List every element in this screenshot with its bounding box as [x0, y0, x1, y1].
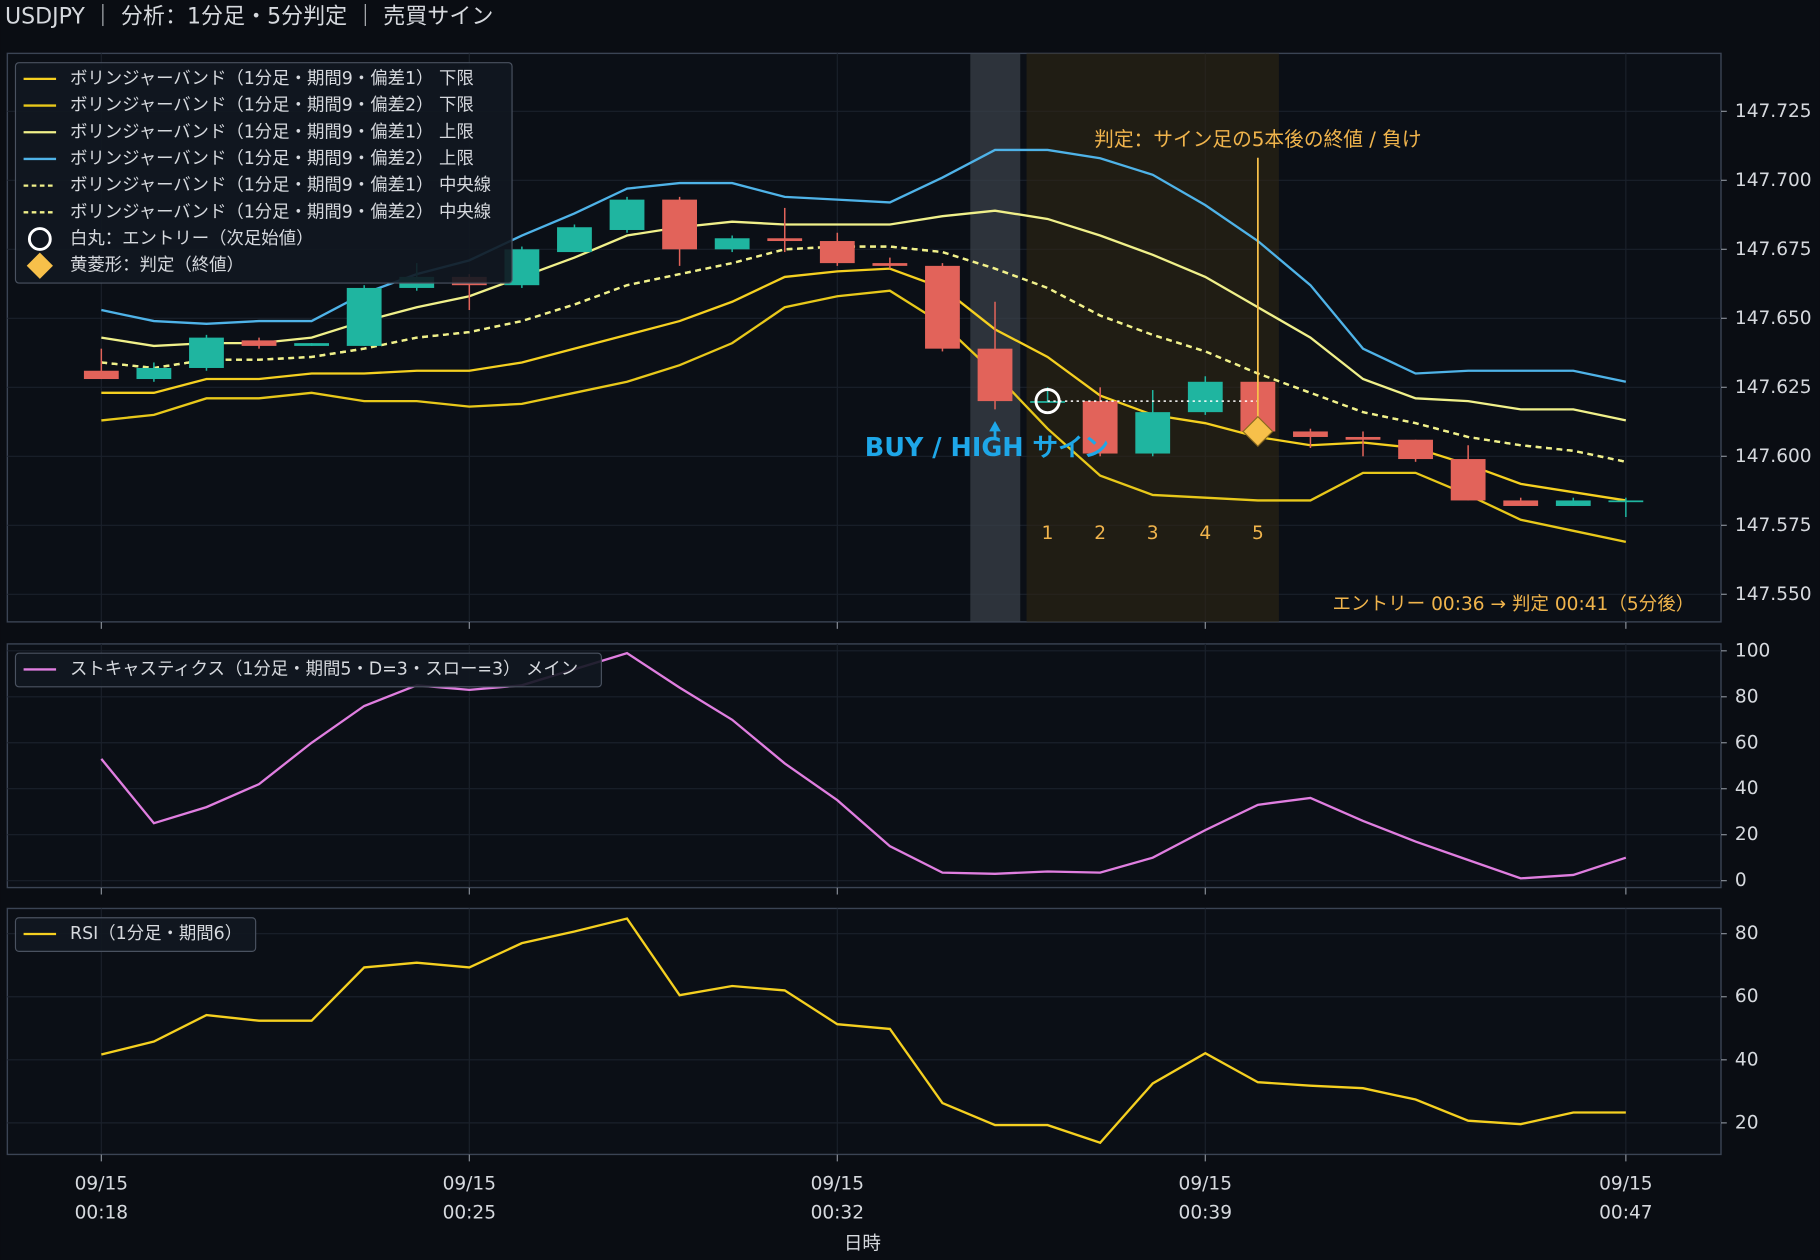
candle-body [1555, 500, 1591, 506]
count-label: 4 [1199, 523, 1211, 544]
count-label: 3 [1147, 523, 1159, 544]
legend-label: ボリンジャーバンド（1分足・期間9・偏差2） 下限 [70, 96, 474, 116]
y-tick-label: 147.550 [1735, 584, 1812, 605]
legend-label: ストキャスティクス（1分足・期間5・D=3・スロー=3） メイン [70, 659, 578, 679]
y-tick-label: 80 [1735, 686, 1759, 707]
panel [6, 907, 1722, 1156]
y-tick-label: 40 [1735, 1049, 1759, 1070]
judgment-marker [1242, 415, 1274, 448]
x-tick-label: 09/15 00:47 [1599, 1173, 1652, 1223]
legend-label: ボリンジャーバンド（1分足・期間9・偏差1） 中央線 [70, 176, 491, 196]
candle-body [136, 367, 172, 380]
y-tick-label: 60 [1735, 732, 1759, 753]
candle-body [1030, 401, 1065, 403]
legend: RSI（1分足・期間6） [14, 917, 257, 952]
candle-body [1503, 500, 1539, 506]
count-label: 5 [1252, 523, 1264, 544]
legend-label: ボリンジャーバンド（1分足・期間9・偏差1） 上限 [70, 122, 474, 142]
chart-title: USDJPY ｜ 分析：1分足・5分判定 ｜ 売買サイン [5, 4, 493, 29]
line-series [101, 267, 1627, 502]
y-tick-label: 40 [1735, 778, 1759, 799]
line-series [101, 289, 1627, 543]
legend-label: ボリンジャーバンド（1分足・期間9・偏差2） 上限 [70, 149, 474, 169]
footnote: エントリー 00:36 → 判定 00:41（5分後） [1332, 594, 1694, 615]
legend-label: 白丸：エントリー（次足始値） [70, 229, 313, 249]
y-tick-label: 100 [1735, 640, 1770, 661]
signal-label: BUY / HIGH サイン [865, 433, 1109, 463]
candle-body [1450, 459, 1486, 501]
legend-box [14, 62, 513, 284]
candle-body [714, 238, 750, 250]
candle-body [1082, 401, 1118, 454]
line-series [101, 245, 1627, 463]
x-tick-label: 09/15 00:25 [443, 1173, 496, 1223]
y-tick-label: 147.625 [1735, 377, 1812, 398]
candle-body [294, 343, 330, 346]
count-label: 2 [1094, 523, 1106, 544]
line-series [100, 651, 1627, 880]
y-tick-label: 147.675 [1735, 239, 1812, 260]
y-tick-label: 147.650 [1735, 308, 1812, 329]
legend-label: ボリンジャーバンド（1分足・期間9・偏差2） 中央線 [70, 202, 491, 222]
candle-body [662, 199, 697, 250]
candle-body [609, 199, 645, 230]
entry-marker [1034, 388, 1061, 415]
y-tick-label: 0 [1735, 870, 1747, 891]
x-tick-label: 09/15 00:39 [1179, 1173, 1232, 1223]
judgment-window [1026, 53, 1279, 622]
x-tick-label: 09/15 00:18 [75, 1173, 128, 1223]
candle-body [1398, 439, 1433, 460]
y-tick-label: 147.725 [1735, 101, 1812, 122]
candle-body [1608, 500, 1644, 503]
candle-body [872, 263, 908, 266]
x-axis-label: 日時 [844, 1233, 881, 1254]
candle-body [925, 265, 960, 349]
legend-box [14, 652, 602, 688]
y-tick-label: 147.700 [1735, 170, 1812, 191]
legend-swatch [27, 227, 52, 251]
y-tick-label: 20 [1735, 1112, 1759, 1133]
candle-body [819, 241, 855, 264]
candle-body [189, 337, 224, 368]
legend-box [14, 917, 257, 952]
candle-body [1293, 431, 1328, 437]
y-tick-label: 20 [1735, 824, 1759, 845]
count-label: 1 [1042, 523, 1054, 544]
candle-body [1135, 412, 1171, 454]
candle-body [346, 287, 382, 346]
line-series [101, 917, 1626, 1145]
candle-body [557, 227, 592, 253]
candle-body [977, 348, 1013, 402]
legend: ボリンジャーバンド（1分足・期間9・偏差1） 下限ボリンジャーバンド（1分足・期… [14, 62, 513, 284]
candle-body [767, 238, 803, 242]
legend-label: ボリンジャーバンド（1分足・期間9・偏差1） 下限 [70, 69, 474, 89]
annotation: 判定：サイン足の5本後の終値 / 負け [1094, 128, 1422, 151]
candle-body [83, 370, 119, 380]
candle-body [241, 340, 277, 346]
signal-arrow [989, 420, 1001, 440]
legend-label: RSI（1分足・期間6） [70, 924, 242, 944]
candle-body [1345, 436, 1381, 440]
y-tick-label: 80 [1735, 923, 1759, 944]
y-tick-label: 147.575 [1735, 515, 1812, 536]
legend-label: 黄菱形：判定（終値） [70, 256, 244, 276]
y-tick-label: 60 [1735, 986, 1759, 1007]
x-tick-label: 09/15 00:32 [811, 1173, 864, 1223]
candle-body [1187, 381, 1223, 413]
y-tick-label: 147.600 [1735, 446, 1812, 467]
legend: ストキャスティクス（1分足・期間5・D=3・スロー=3） メイン [14, 652, 602, 688]
